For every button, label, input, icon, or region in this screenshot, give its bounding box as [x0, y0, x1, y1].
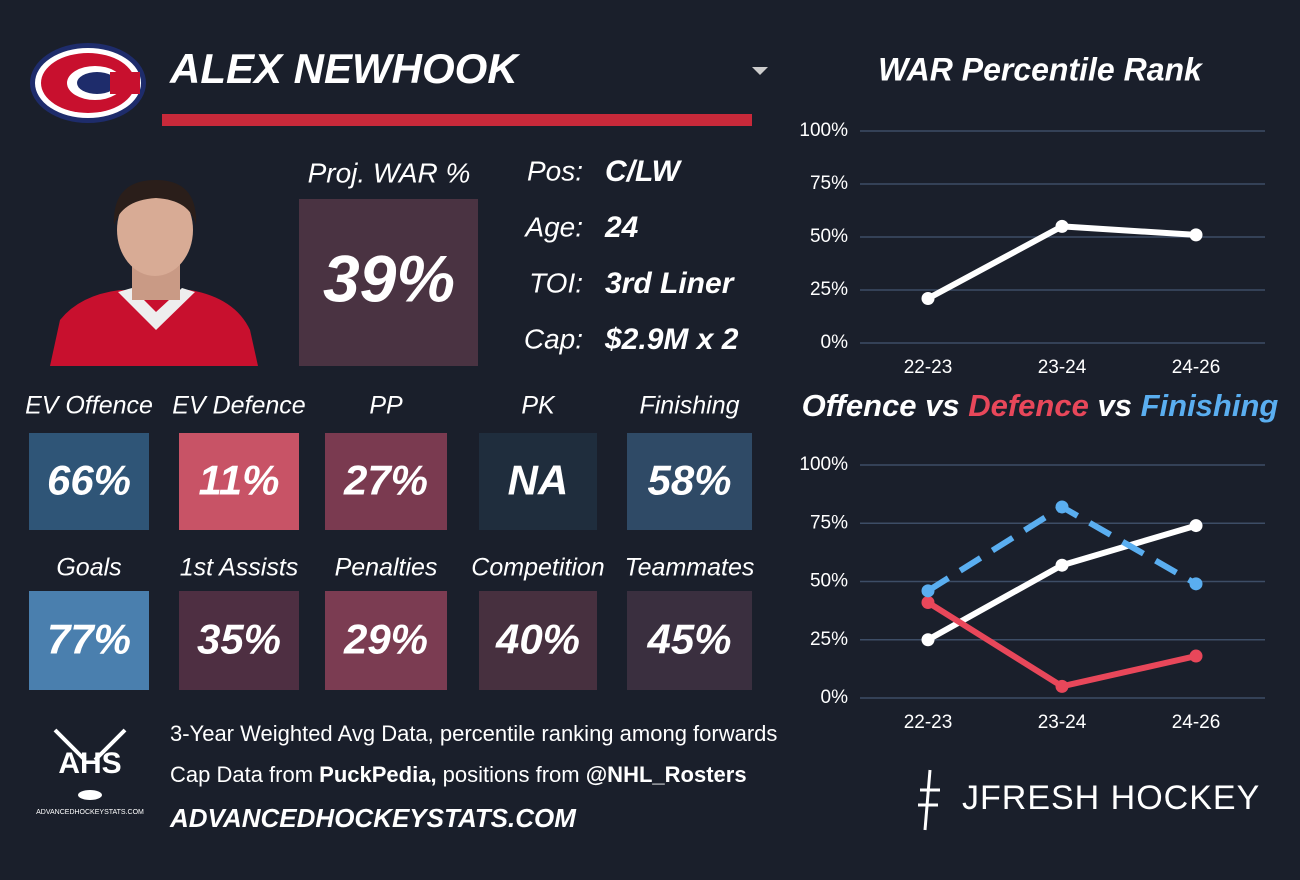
tile-label: EV Offence [25, 392, 153, 420]
data-point [1055, 500, 1069, 514]
footer-credits: Cap Data from PuckPedia, positions from … [170, 762, 747, 787]
data-point [1189, 519, 1203, 533]
name-underline [162, 114, 752, 126]
x-tick-label: 22-23 [904, 357, 953, 378]
data-point [1189, 228, 1203, 242]
tile-label: PP [369, 392, 403, 420]
tile [179, 591, 299, 690]
tile-value: 29% [343, 616, 428, 663]
player-name: ALEX NEWHOOK [169, 45, 520, 92]
data-point [1189, 649, 1203, 663]
tile [627, 591, 752, 690]
projection-value: 39% [323, 241, 455, 315]
legend-entry: Defence [968, 388, 1089, 423]
tile-value: 58% [647, 457, 731, 504]
x-tick-label: 22-23 [904, 712, 953, 733]
tile [479, 433, 597, 530]
title-separator: vs [1097, 388, 1131, 423]
info-label: Pos: [527, 155, 583, 186]
footer-note: 3-Year Weighted Avg Data, percentile ran… [170, 721, 777, 746]
tile-label: Finishing [639, 392, 739, 420]
info-value: C/LW [605, 155, 683, 188]
data-point [921, 595, 935, 609]
info-value: $2.9M x 2 [604, 323, 739, 356]
tile-value: 66% [47, 457, 131, 504]
team-logo [30, 43, 146, 123]
y-tick-label: 100% [799, 120, 848, 141]
data-point [1189, 577, 1203, 591]
x-tick-label: 23-24 [1038, 712, 1087, 733]
tile [179, 433, 299, 530]
x-tick-label: 23-24 [1038, 357, 1087, 378]
tile-label: Penalties [335, 554, 438, 582]
tile-value: NA [508, 457, 569, 504]
tile-value: 77% [47, 616, 131, 663]
tile [627, 433, 752, 530]
data-point [921, 291, 935, 305]
projection-box [299, 199, 478, 366]
y-tick-label: 50% [810, 226, 848, 247]
legend-entry: Finishing [1141, 388, 1279, 423]
projection-label: Proj. WAR % [308, 157, 471, 188]
ahs-text: AHS [58, 747, 121, 780]
dropdown[interactable] [752, 67, 768, 75]
info-label: Age: [523, 211, 583, 242]
ahs-logo: AHS ADVANCEDHOCKEYSTATS.COM [36, 728, 144, 816]
data-point [921, 633, 935, 647]
tile-label: 1st Assists [180, 554, 299, 582]
tile [479, 591, 597, 690]
credit-source: @NHL_Rosters [586, 762, 747, 787]
player-photo [50, 180, 258, 366]
credit-text: positions from [437, 762, 586, 787]
y-tick-label: 75% [810, 173, 848, 194]
y-tick-label: 0% [821, 332, 849, 353]
chart-title: Offence vs Defence vs Finishing [802, 388, 1279, 423]
data-point [921, 584, 935, 598]
tile-value: 40% [495, 616, 580, 663]
tile [29, 433, 149, 530]
tile-label: Competition [471, 554, 604, 582]
legend-entry: Offence [802, 388, 917, 423]
y-tick-label: 0% [821, 687, 849, 708]
x-tick-label: 24-26 [1172, 357, 1221, 378]
tile-value: 35% [197, 616, 281, 663]
tile-value: 45% [646, 616, 731, 663]
tile-label: Goals [56, 554, 121, 582]
credit-source: PuckPedia, [319, 762, 436, 787]
y-tick-label: 50% [810, 571, 848, 592]
tile-label: Teammates [625, 554, 755, 582]
info-value: 3rd Liner [605, 267, 736, 300]
tile-value: 11% [199, 457, 280, 504]
info-label: Cap: [524, 323, 583, 354]
tile-value: 27% [343, 457, 428, 504]
info-label: TOI: [529, 267, 583, 298]
x-tick-label: 24-26 [1172, 712, 1221, 733]
y-tick-label: 25% [810, 629, 848, 650]
ahs-subtext: ADVANCEDHOCKEYSTATS.COM [36, 809, 144, 816]
info-value: 24 [604, 211, 639, 244]
tile [29, 591, 149, 690]
data-point [1055, 679, 1069, 693]
y-tick-label: 75% [810, 512, 848, 533]
tile-label: PK [521, 392, 556, 420]
chart-title: WAR Percentile Rank [878, 51, 1204, 87]
y-tick-label: 100% [799, 454, 848, 475]
tile [325, 433, 447, 530]
credit-text: Cap Data from [170, 762, 319, 787]
brand-name: JFRESH HOCKEY [962, 779, 1260, 817]
title-separator: vs [925, 388, 959, 423]
data-point [1055, 219, 1069, 233]
data-point [1055, 558, 1069, 572]
tile-label: EV Defence [172, 392, 305, 420]
y-tick-label: 25% [810, 279, 848, 300]
tile [325, 591, 447, 690]
brand-logo [918, 769, 940, 831]
website: ADVANCEDHOCKEYSTATS.COM [169, 803, 577, 833]
